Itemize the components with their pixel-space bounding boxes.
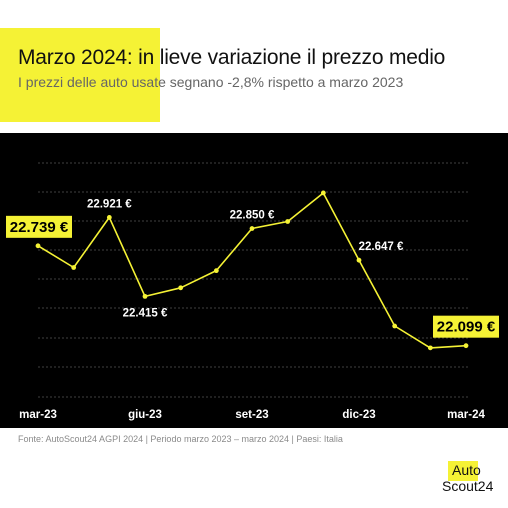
data-point xyxy=(463,343,469,349)
data-point xyxy=(35,243,41,249)
line-chart: mar-23 giu-23 set-23 dic-23 mar-24 22.739 € 22… xyxy=(6,162,499,421)
data-point xyxy=(249,226,255,231)
page-title: Marzo 2024: in lieve variazione il prezz… xyxy=(18,46,446,69)
logo-text-scout24: Scout24 xyxy=(442,478,494,494)
data-point xyxy=(427,345,433,351)
chart-panel: mar-23 giu-23 set-23 dic-23 mar-24 22.739 € 22… xyxy=(0,133,508,428)
data-point xyxy=(142,293,148,299)
x-tick-label: set-23 xyxy=(235,409,268,421)
data-point xyxy=(71,265,77,270)
data-label: 22.099 € xyxy=(437,319,496,336)
x-tick-label: dic-23 xyxy=(342,409,375,421)
autoscout24-logo: Auto Scout24 xyxy=(440,459,496,497)
data-point xyxy=(392,323,398,329)
x-tick-label: mar-24 xyxy=(447,409,485,421)
page-subtitle: I prezzi delle auto usate segnano -2,8% … xyxy=(18,74,404,90)
data-point xyxy=(356,257,362,263)
data-point xyxy=(320,190,326,196)
data-point xyxy=(106,215,112,220)
title-highlight xyxy=(0,28,160,122)
logo-mark xyxy=(448,461,478,481)
x-tick-label: giu-23 xyxy=(128,409,162,421)
data-point xyxy=(213,268,219,274)
x-tick-label: mar-23 xyxy=(19,409,57,421)
data-label-box xyxy=(433,315,499,338)
data-point xyxy=(178,285,184,291)
logo-text-auto: Auto xyxy=(452,462,481,478)
data-label: 22.739 € xyxy=(10,219,69,236)
data-label: 22.850 € xyxy=(230,210,275,222)
data-label: 22.415 € xyxy=(123,307,168,319)
data-point xyxy=(285,219,291,224)
data-label: 22.921 € xyxy=(87,198,132,210)
source-footnote: Fonte: AutoScout24 AGPI 2024 | Periodo m… xyxy=(18,434,343,444)
data-label-box xyxy=(6,215,72,238)
data-label: 22.647 € xyxy=(359,241,404,253)
